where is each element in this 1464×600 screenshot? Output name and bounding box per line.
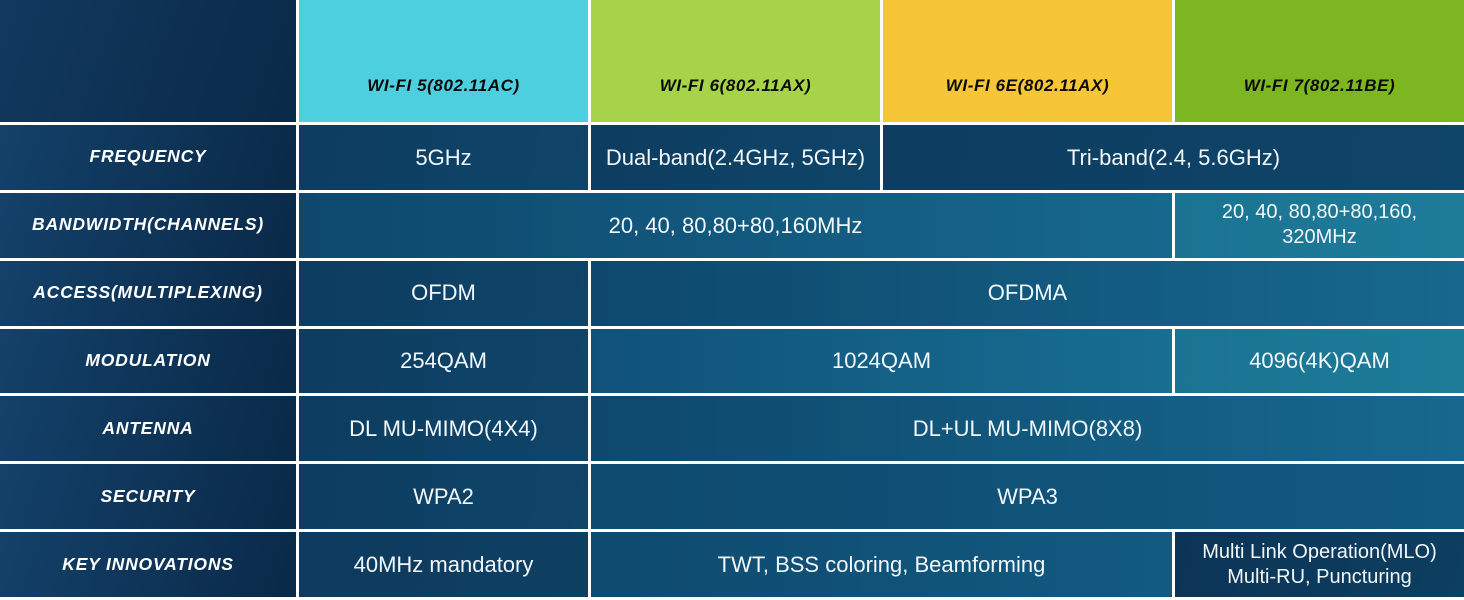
- column-header-wifi6e: WI-FI 6E(802.11AX): [883, 0, 1172, 122]
- cell-access-wifi6-6e-7: OFDMA: [591, 260, 1464, 326]
- row-header-modulation: MODULATION: [0, 328, 296, 394]
- cell-bandwidth-wifi7-text: 20, 40, 80,80+80,160, 320MHz: [1221, 201, 1418, 249]
- cell-modulation-wifi6-6e: 1024QAM: [591, 328, 1172, 394]
- table-corner-cell: [0, 0, 296, 122]
- column-header-wifi6: WI-FI 6(802.11AX): [591, 0, 880, 122]
- row-header-access: ACCESS(MULTIPLEXING): [0, 260, 296, 326]
- column-header-wifi7: WI-FI 7(802.11BE): [1175, 0, 1464, 122]
- cell-innovations-wifi6-6e: TWT, BSS coloring, Beamforming: [591, 532, 1172, 597]
- cell-bandwidth-wifi7: 20, 40, 80,80+80,160, 320MHz: [1175, 192, 1464, 258]
- cell-innovations-wifi7-text: Multi Link Operation(MLO) Multi-RU, Punc…: [1202, 540, 1437, 588]
- row-header-antenna: ANTENNA: [0, 396, 296, 462]
- cell-modulation-wifi5: 254QAM: [299, 328, 588, 394]
- cell-security-wifi5: WPA2: [299, 464, 588, 530]
- cell-access-wifi5: OFDM: [299, 260, 588, 326]
- cell-frequency-wifi5: 5GHz: [299, 125, 588, 190]
- cell-innovations-wifi7: Multi Link Operation(MLO) Multi-RU, Punc…: [1175, 532, 1464, 597]
- cell-innovations-wifi5: 40MHz mandatory: [299, 532, 588, 597]
- cell-frequency-wifi6: Dual-band(2.4GHz, 5GHz): [591, 125, 880, 190]
- row-header-bandwidth: BANDWIDTH(CHANNELS): [0, 192, 296, 258]
- column-header-wifi5: WI-FI 5(802.11AC): [299, 0, 588, 122]
- row-header-key-innovations: KEY INNOVATIONS: [0, 532, 296, 597]
- row-header-security: SECURITY: [0, 464, 296, 530]
- cell-bandwidth-wifi5-6-6e: 20, 40, 80,80+80,160MHz: [299, 192, 1172, 258]
- cell-antenna-wifi5: DL MU-MIMO(4X4): [299, 396, 588, 462]
- cell-frequency-wifi6e-7: Tri-band(2.4, 5.6GHz): [883, 125, 1464, 190]
- cell-modulation-wifi7: 4096(4K)QAM: [1175, 328, 1464, 394]
- row-header-frequency: FREQUENCY: [0, 125, 296, 190]
- cell-security-wifi6-6e-7: WPA3: [591, 464, 1464, 530]
- cell-antenna-wifi6-6e-7: DL+UL MU-MIMO(8X8): [591, 396, 1464, 462]
